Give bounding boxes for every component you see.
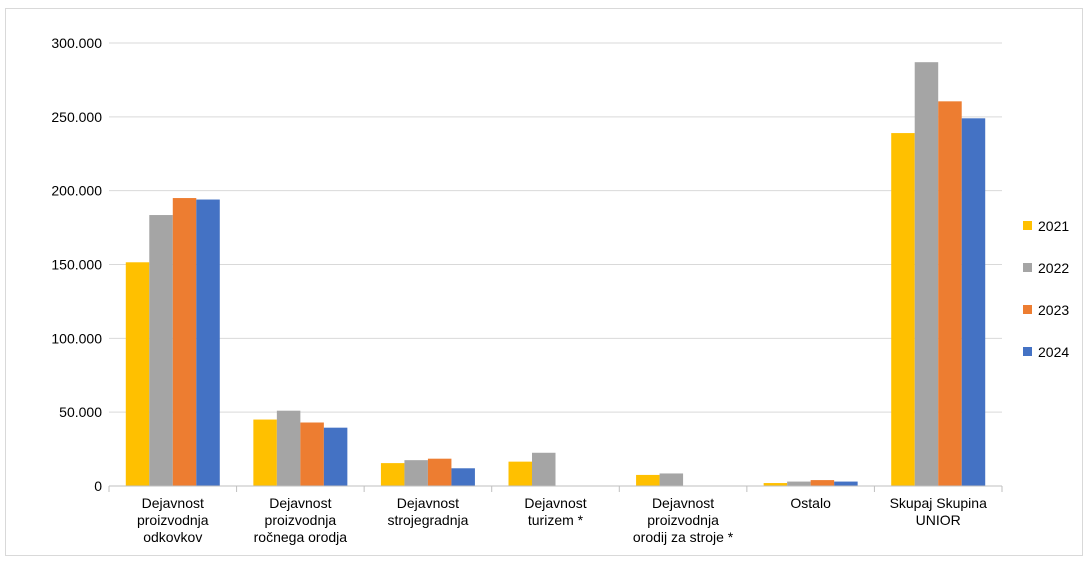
legend-swatch-2023 — [1023, 305, 1032, 314]
bar-2023 — [810, 480, 835, 486]
y-tick-label: 50.000 — [59, 404, 102, 420]
x-category-label: Skupaj Skupina UNIOR — [890, 495, 988, 528]
bar-2024 — [196, 199, 220, 486]
legend-swatch-2022 — [1023, 263, 1032, 272]
bar-2022 — [659, 473, 684, 486]
bar-2023 — [427, 458, 452, 486]
bar-2022 — [532, 452, 556, 486]
y-tick-label: 300.000 — [51, 35, 102, 51]
bar-2023 — [172, 198, 197, 487]
bar-2022 — [404, 460, 428, 486]
bar-2021 — [763, 483, 788, 486]
legend-label-2022: 2022 — [1038, 260, 1069, 276]
legend-label-2023: 2023 — [1038, 302, 1069, 318]
legend-swatch-2021 — [1023, 221, 1032, 230]
y-tick-label: 150.000 — [51, 257, 102, 273]
y-tick-label: 200.000 — [51, 183, 102, 199]
x-category-label: Dejavnost proizvodnja orodij za stroje * — [633, 495, 734, 545]
bar-2022 — [787, 481, 811, 486]
legend-swatch-2024 — [1023, 347, 1032, 356]
y-tick-label: 250.000 — [51, 109, 102, 125]
bar-2021 — [380, 463, 405, 486]
x-category-label: Dejavnost strojegradnja — [387, 495, 468, 528]
x-category-label: Dejavnost proizvodnja odkovkov — [137, 495, 209, 545]
bar-2023 — [938, 101, 962, 486]
legend-label-2024: 2024 — [1038, 344, 1069, 360]
bar-2024 — [451, 468, 475, 486]
bar-2022 — [914, 62, 939, 487]
legend-label-2021: 2021 — [1038, 218, 1069, 234]
bar-2021 — [508, 461, 532, 486]
x-category-labels: Dejavnost proizvodnja odkovkov Dejavnost pro… — [137, 495, 987, 545]
bar-2024 — [323, 427, 348, 486]
y-tick-label: 0 — [94, 478, 102, 494]
bar-2024 — [834, 481, 858, 486]
axes — [108, 485, 1003, 492]
bar-2021 — [125, 262, 150, 486]
bar-chart: 0 50.000 100.000 150.000 200.000 250.000 300.0… — [51, 35, 1069, 545]
bar-2022 — [149, 215, 173, 486]
bar-2023 — [300, 422, 324, 486]
x-category-label: Dejavnost proizvodnja ročnega orodja — [254, 495, 348, 545]
x-category-label: Ostalo — [790, 495, 831, 511]
bar-2021 — [636, 474, 660, 486]
y-tick-labels: 0 50.000 100.000 150.000 200.000 250.000 300.0… — [51, 35, 102, 494]
gridlines — [109, 42, 1002, 413]
legend: 2021 2022 2023 2024 — [1023, 218, 1069, 360]
y-tick-label: 100.000 — [51, 330, 102, 346]
bars — [125, 62, 986, 487]
bar-2021 — [253, 419, 277, 486]
bar-2024 — [961, 118, 986, 486]
bar-2022 — [276, 410, 301, 486]
x-category-label: Dejavnost turizem * — [524, 495, 586, 528]
chart-frame: 0 50.000 100.000 150.000 200.000 250.000 300.0… — [5, 8, 1083, 556]
bar-2021 — [891, 133, 915, 486]
